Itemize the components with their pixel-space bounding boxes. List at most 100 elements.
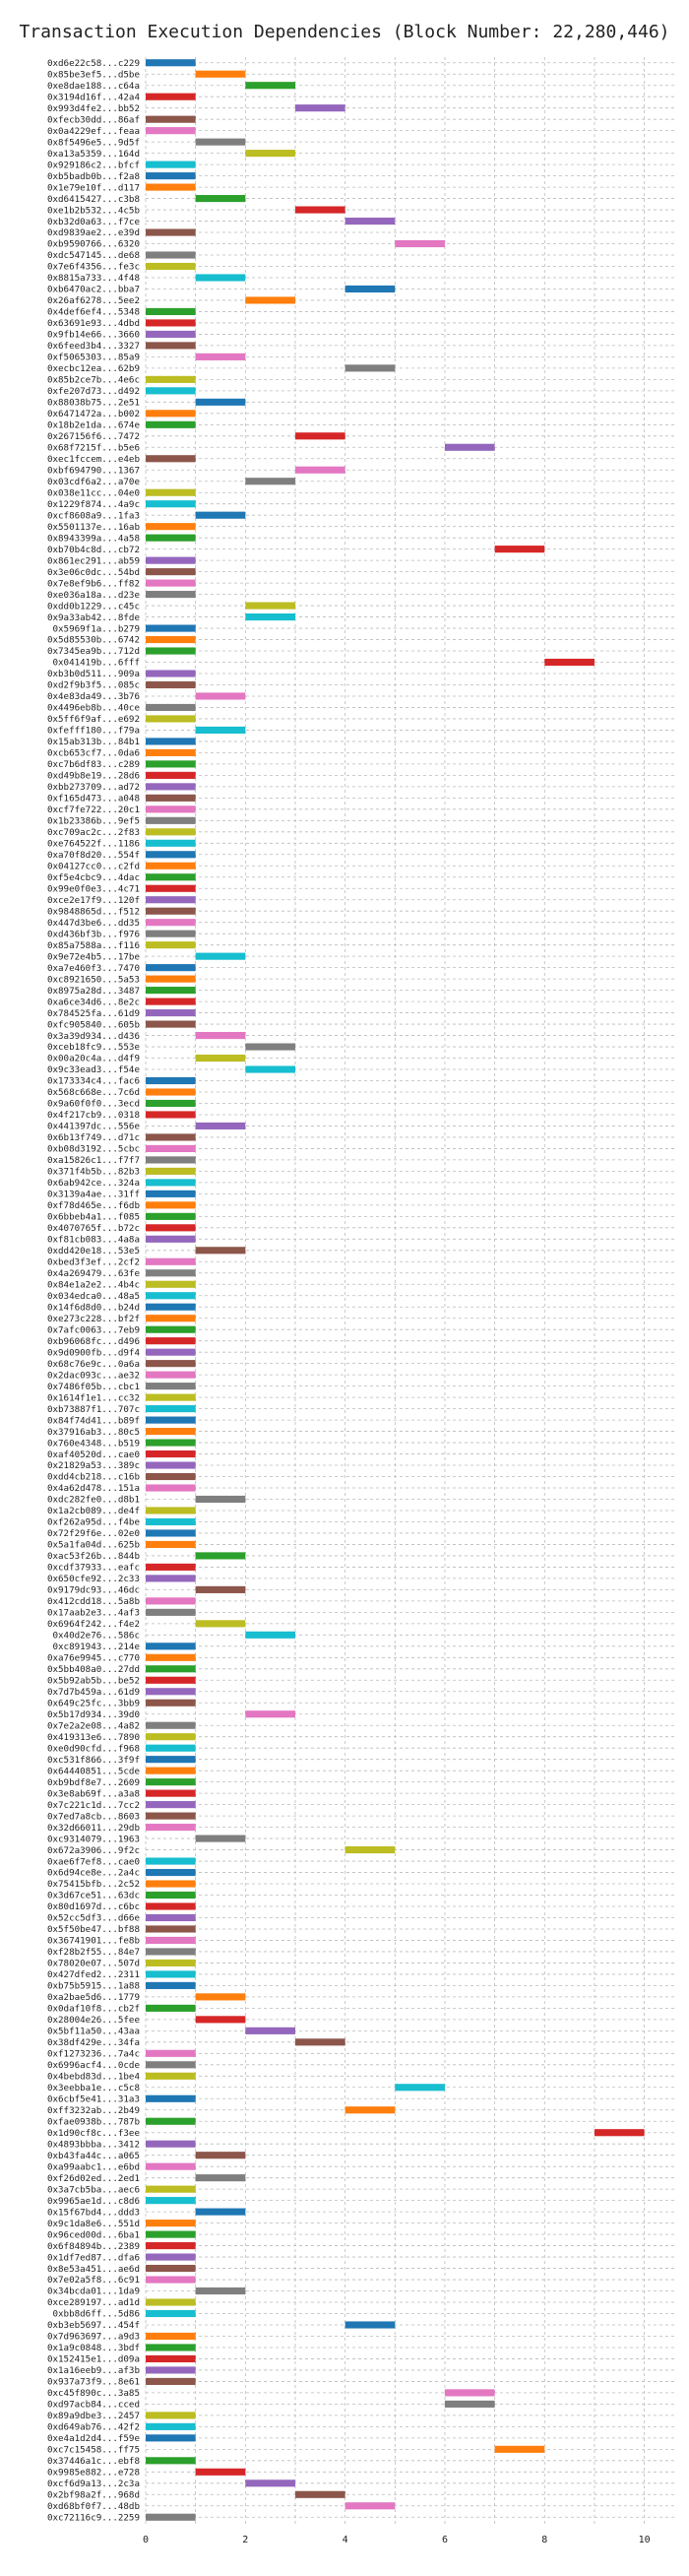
y-tick-label: 0x9c1da8e6...551d xyxy=(47,2219,140,2229)
bar xyxy=(195,1031,246,1040)
y-tick-label: 0xe273c228...bf2f xyxy=(47,1314,140,1324)
bar xyxy=(195,138,246,146)
y-tick-label: 0xa76e9945...c770 xyxy=(47,1653,140,1664)
bar xyxy=(245,296,295,304)
bar xyxy=(146,1733,196,1741)
bar xyxy=(146,1111,196,1119)
bar xyxy=(594,2129,645,2137)
y-tick-label: 0xcb653cf7...0da6 xyxy=(47,748,140,759)
bar xyxy=(444,443,495,451)
y-tick-label: 0x18b2e1da...674e xyxy=(47,420,140,431)
bar xyxy=(146,851,196,859)
y-tick-label: 0xf78d465e...f6db xyxy=(47,1200,140,1211)
bar xyxy=(146,862,196,869)
bar xyxy=(146,161,196,168)
bar xyxy=(146,59,196,67)
y-tick-label: 0xce2e17f9...120f xyxy=(47,895,140,906)
bar xyxy=(146,127,196,135)
bar xyxy=(146,975,196,983)
y-tick-label: 0xd49b8e19...28d6 xyxy=(47,771,140,782)
y-tick-label: 0xb3eb5697...454f xyxy=(47,2320,140,2331)
y-tick-label: 0xb6470ac2...bba7 xyxy=(47,285,140,295)
y-tick-label: 0x78020e07...507d xyxy=(47,1959,140,1969)
bar xyxy=(146,1315,196,1322)
bar xyxy=(146,919,196,927)
bar xyxy=(146,2162,196,2170)
y-tick-label: 0xa99aabc1...e6bd xyxy=(47,2161,140,2172)
y-tick-label: 0xb08d3192...5cbc xyxy=(47,1144,140,1155)
bar xyxy=(146,2264,196,2273)
bar xyxy=(146,2332,196,2341)
bar xyxy=(146,330,196,338)
y-tick-label: 0x88038b75...2e51 xyxy=(47,398,140,409)
bar xyxy=(146,624,196,632)
bar xyxy=(146,907,196,915)
y-tick-label: 0xb96068fc...d496 xyxy=(47,1336,140,1347)
bar xyxy=(146,319,196,327)
bar xyxy=(146,1970,196,1978)
bar xyxy=(344,364,396,372)
bar xyxy=(146,738,196,745)
y-tick-label: 0x17aab2e3...4af3 xyxy=(47,1608,140,1619)
bar xyxy=(146,342,196,350)
x-tick-label: 8 xyxy=(541,2535,547,2545)
bar xyxy=(195,511,246,519)
y-tick-label: 0xdc547145...de68 xyxy=(47,250,140,261)
bar xyxy=(146,783,196,791)
bar xyxy=(146,2354,196,2363)
bar xyxy=(146,2309,196,2318)
y-tick-label: 0x760e4348...b519 xyxy=(47,1438,140,1449)
bar xyxy=(146,1156,196,1164)
y-tick-label: 0x7ed7a8cb...8603 xyxy=(47,1811,140,1822)
y-tick-label: 0x6471472a...b002 xyxy=(47,409,140,419)
bar xyxy=(146,420,196,428)
y-tick-label: 0x15f67bd4...ddd3 xyxy=(47,2207,140,2218)
y-tick-label: 0x441397dc...556e xyxy=(47,1122,140,1132)
bar xyxy=(146,2197,196,2205)
bar xyxy=(146,941,196,949)
y-tick-label: 0x7afc0063...7eb9 xyxy=(47,1324,140,1335)
bar xyxy=(146,1190,196,1197)
bar xyxy=(146,1801,196,1809)
bar xyxy=(146,2457,196,2465)
bar xyxy=(195,1835,246,1842)
y-tick-label: 0x3eebba1e...c5c8 xyxy=(47,2083,140,2093)
y-tick-label: 0xa2bae5d6...1779 xyxy=(47,1992,140,2003)
y-tick-label: 0x6b13f749...d71c xyxy=(47,1132,140,1143)
y-tick-label: 0x1e79e10f...d117 xyxy=(47,182,140,193)
bar xyxy=(146,884,196,892)
y-tick-label: 0xdd420e18...53e5 xyxy=(47,1246,140,1256)
y-tick-label: 0x1229f874...4a9c xyxy=(47,499,140,510)
x-tick-label: 10 xyxy=(639,2535,651,2545)
y-tick-label: 0xd2f9b3f5...085c xyxy=(47,680,140,691)
y-tick-label: 0x1a2cb089...de4f xyxy=(47,1506,140,1516)
y-tick-label: 0x3194d16f...42a4 xyxy=(47,92,141,102)
bar xyxy=(146,1540,196,1549)
bar xyxy=(146,816,196,824)
y-tick-label: 0x419313e6...7890 xyxy=(47,1732,140,1743)
bar xyxy=(146,1076,196,1085)
y-tick-label: 0x7e2a2e08...4a82 xyxy=(47,1720,140,1731)
y-tick-label: 0x21829a53...389c xyxy=(47,1460,140,1471)
bar xyxy=(146,1789,196,1797)
y-tick-label: 0x8f5496e5...9d5f xyxy=(47,137,140,148)
bar xyxy=(146,805,196,813)
y-tick-label: 0x8815a733...4f48 xyxy=(47,273,140,284)
y-tick-label: 0xb9bdf8e7...2609 xyxy=(47,1777,140,1788)
bar xyxy=(146,2140,196,2148)
chart-title: Transaction Execution Dependencies (Bloc… xyxy=(19,22,669,42)
y-tick-label: 0x9fb14e66...3660 xyxy=(47,330,140,341)
bar xyxy=(146,568,196,576)
bar xyxy=(146,1981,196,1989)
bar xyxy=(146,1348,196,1356)
y-tick-label: 0xc891943...214e xyxy=(52,1642,140,1652)
bar xyxy=(146,670,196,677)
bar xyxy=(146,2366,196,2374)
y-tick-label: 0x64440851...5cde xyxy=(47,1766,140,1776)
bar xyxy=(146,1020,196,1028)
bar xyxy=(146,262,196,271)
bar xyxy=(544,658,595,667)
bar xyxy=(146,1212,196,1220)
y-tick-label: 0x4070765f...b72c xyxy=(47,1223,140,1234)
y-tick-label: 0xf5e4cbc9...4dac xyxy=(47,872,140,883)
